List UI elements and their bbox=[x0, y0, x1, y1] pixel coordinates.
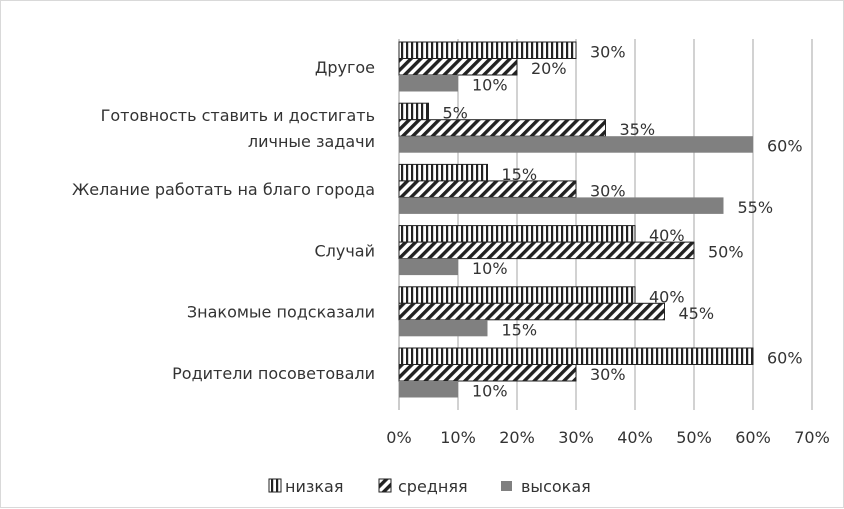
data-label-высокая-0: 10% bbox=[472, 76, 508, 95]
bar-средняя-0 bbox=[398, 58, 518, 76]
data-label-средняя-2: 30% bbox=[590, 181, 626, 200]
bar-средняя-1 bbox=[398, 119, 606, 137]
data-label-низкая-3: 40% bbox=[649, 226, 685, 245]
bar-низкая-0 bbox=[398, 41, 577, 59]
legend-swatch-высокая bbox=[501, 481, 512, 491]
bar-низкая-5 bbox=[398, 347, 754, 365]
data-label-низкая-4: 40% bbox=[649, 287, 685, 306]
data-label-высокая-1: 60% bbox=[767, 137, 803, 156]
x-tick-0: 0% bbox=[386, 428, 411, 447]
data-label-средняя-5: 30% bbox=[590, 365, 626, 384]
bar-низкая-2 bbox=[398, 163, 488, 182]
legend-label-низкая: низкая bbox=[285, 477, 343, 496]
category-label-5: Родители посоветовали bbox=[172, 364, 375, 383]
bars bbox=[398, 41, 754, 398]
data-label-низкая-1: 5% bbox=[443, 104, 468, 123]
legend-swatch-средняя bbox=[378, 478, 392, 493]
bar-высокая-3 bbox=[399, 258, 458, 276]
bar-высокая-4 bbox=[399, 319, 488, 337]
data-label-средняя-1: 35% bbox=[620, 120, 656, 139]
data-label-высокая-4: 15% bbox=[502, 320, 538, 339]
x-tick-4: 40% bbox=[617, 428, 653, 447]
x-tick-1: 10% bbox=[440, 428, 476, 447]
legend: низкая средняя высокая bbox=[268, 477, 591, 496]
bar-низкая-1 bbox=[398, 102, 429, 121]
x-tick-6: 60% bbox=[735, 428, 771, 447]
category-label-3: Случай bbox=[314, 241, 375, 260]
data-label-низкая-0: 30% bbox=[590, 43, 626, 62]
bar-средняя-2 bbox=[398, 180, 577, 198]
x-tick-2: 20% bbox=[499, 428, 535, 447]
legend-swatch-низкая bbox=[268, 478, 282, 493]
data-labels: 30%20%10%5%35%60%15%30%55%40%50%10%40%45… bbox=[443, 43, 803, 401]
x-tick-5: 50% bbox=[676, 428, 712, 447]
bar-высокая-2 bbox=[399, 197, 724, 214]
legend-label-средняя: средняя bbox=[398, 477, 468, 496]
data-label-средняя-0: 20% bbox=[531, 59, 567, 78]
category-label-4: Знакомые подсказали bbox=[187, 303, 375, 322]
x-tick-labels: 0% 10% 20% 30% 40% 50% 60% 70% bbox=[386, 428, 829, 447]
bar-высокая-1 bbox=[399, 136, 753, 153]
bar-средняя-5 bbox=[398, 364, 577, 382]
category-labels: Другое Готовность ставить и достигать личн… bbox=[72, 58, 375, 383]
data-label-низкая-5: 60% bbox=[767, 349, 803, 368]
x-tick-3: 30% bbox=[558, 428, 594, 447]
data-label-низкая-2: 15% bbox=[502, 165, 538, 184]
bar-низкая-4 bbox=[398, 286, 636, 304]
data-label-высокая-2: 55% bbox=[738, 198, 774, 217]
bar-высокая-5 bbox=[399, 381, 458, 398]
bar-высокая-0 bbox=[399, 75, 458, 92]
category-label-2: Желание работать на благо города bbox=[72, 180, 375, 199]
data-label-высокая-3: 10% bbox=[472, 259, 508, 278]
category-label-0: Другое bbox=[315, 58, 375, 77]
data-label-средняя-4: 45% bbox=[679, 304, 715, 323]
bar-низкая-3 bbox=[398, 225, 636, 243]
bar-средняя-4 bbox=[398, 302, 665, 321]
x-tick-7: 70% bbox=[794, 428, 830, 447]
data-label-высокая-5: 10% bbox=[472, 382, 508, 401]
data-label-средняя-3: 50% bbox=[708, 243, 744, 262]
grid-lines bbox=[398, 39, 813, 410]
bar-средняя-3 bbox=[398, 241, 695, 260]
category-label-1-line1: личные задачи bbox=[248, 132, 375, 151]
legend-label-высокая: высокая bbox=[521, 477, 591, 496]
category-label-1-line0: Готовность ставить и достигать bbox=[101, 106, 375, 125]
